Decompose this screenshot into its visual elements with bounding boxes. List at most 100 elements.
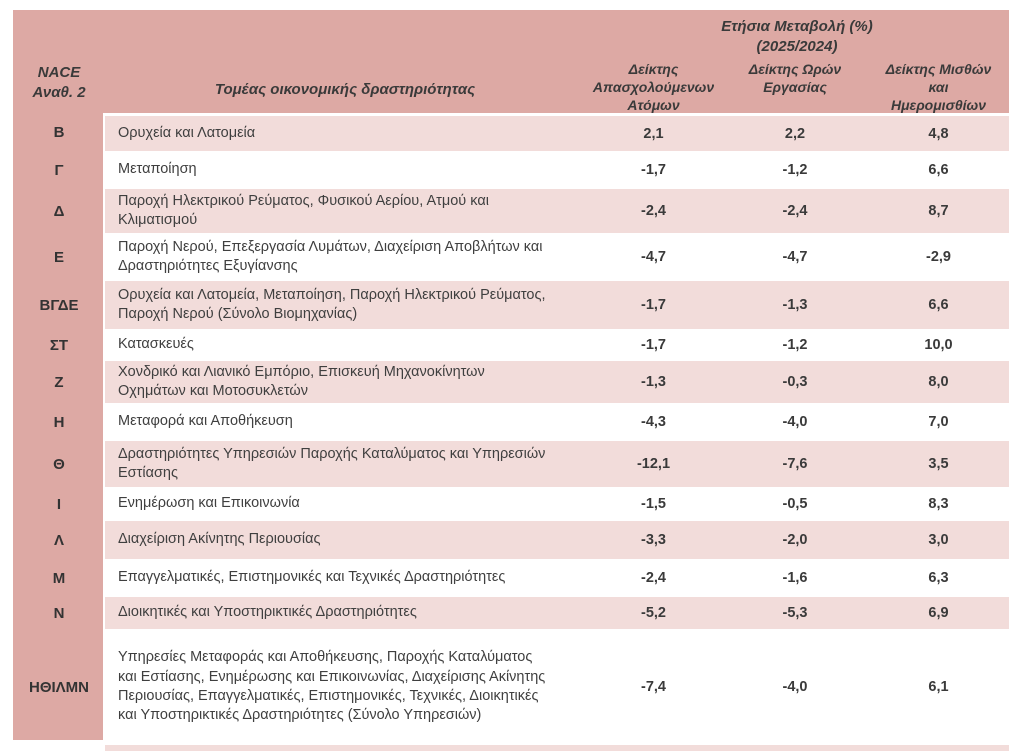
sector-label: Μεταφορά και Αποθήκευση: [118, 413, 293, 430]
hours-value-cell: -7,6: [722, 441, 868, 487]
wages-value-cell: 6,6: [868, 151, 1009, 189]
wages-value-cell: 4,8: [868, 113, 1009, 151]
table-row: ΒΓΔΕ Ορυχεία και Λατομεία, Μεταποίηση, Π…: [13, 281, 1009, 329]
nace-column-background: [13, 113, 103, 740]
table-body: Β Ορυχεία και Λατομεία 2,1 2,2 4,8 Γ Μετ…: [13, 113, 1009, 745]
hours-value-cell: -1,2: [722, 151, 868, 189]
nace-code-cell: Η: [53, 413, 65, 431]
sector-cell: Υπηρεσίες Μεταφοράς και Αποθήκευσης, Παρ…: [105, 629, 585, 745]
hours-value-cell: 2,2: [722, 113, 868, 151]
wages-value-cell: 6,3: [868, 559, 1009, 597]
header-col-wages-index: Δείκτης Μισθών και Ημερομισθίων: [868, 58, 1009, 113]
table-row: Β Ορυχεία και Λατομεία 2,1 2,2 4,8: [13, 113, 1009, 151]
sector-cell: Ορυχεία και Λατομεία, Μεταποίηση, Παροχή…: [105, 281, 585, 329]
nace-code-cell: Ν: [53, 604, 65, 622]
wages-value-cell: 8,7: [868, 189, 1009, 233]
employment-value-cell: -1,7: [585, 151, 722, 189]
hours-value-cell: -0,5: [722, 487, 868, 521]
header-col-hours-label: Δείκτης Ωρών Εργασίας: [748, 61, 842, 96]
sector-label: Υπηρεσίες Μεταφοράς και Αποθήκευσης, Παρ…: [118, 649, 546, 724]
table-row: Λ Διαχείριση Ακίνητης Περιουσίας -3,3 -2…: [13, 521, 1009, 559]
sector-label: Ενημέρωση και Επικοινωνία: [118, 495, 300, 512]
wages-value-cell: 7,0: [868, 403, 1009, 441]
hours-value-cell: -2,0: [722, 521, 868, 559]
wages-value-cell: 6,6: [868, 281, 1009, 329]
wages-value-cell: 6,1: [868, 629, 1009, 745]
sector-label: Χονδρικό και Λιανικό Εμπόριο, Επισκευή Μ…: [118, 363, 485, 399]
sector-label: Παροχή Νερού, Επεξεργασία Λυμάτων, Διαχε…: [118, 238, 543, 274]
hours-value-cell: -0,3: [722, 361, 868, 403]
header-col-employment-index: Δείκτης Απασχολούμενων Ατόμων: [585, 58, 722, 113]
wages-value-cell: 3,0: [868, 521, 1009, 559]
hours-value-cell: -2,4: [722, 189, 868, 233]
table-row: Ε Παροχή Νερού, Επεξεργασία Λυμάτων, Δια…: [13, 233, 1009, 281]
hours-value-cell: -4,0: [722, 403, 868, 441]
next-row-partial-edge: [105, 745, 1009, 751]
sector-label: Κατασκευές: [118, 336, 194, 353]
hours-value-cell: -4,7: [722, 233, 868, 281]
wages-value-cell: 6,9: [868, 597, 1009, 629]
employment-value-cell: -12,1: [585, 441, 722, 487]
sector-cell: Δραστηριότητες Υπηρεσιών Παροχής Καταλύμ…: [105, 441, 585, 487]
sector-cell: Παροχή Νερού, Επεξεργασία Λυμάτων, Διαχε…: [105, 233, 585, 281]
sector-label: Ορυχεία και Λατομεία, Μεταποίηση, Παροχή…: [118, 286, 546, 322]
hours-value-cell: -4,0: [722, 629, 868, 745]
nace-code-cell: Δ: [53, 202, 65, 220]
sector-cell: Κατασκευές: [105, 329, 585, 361]
nace-code-cell: ΗΘΙΛΜΝ: [29, 678, 89, 696]
table-row: Ι Ενημέρωση και Επικοινωνία -1,5 -0,5 8,…: [13, 487, 1009, 521]
nace-code-cell: Β: [53, 123, 65, 141]
table-row: Θ Δραστηριότητες Υπηρεσιών Παροχής Καταλ…: [13, 441, 1009, 487]
table-row: Μ Επαγγελματικές, Επιστημονικές και Τεχν…: [13, 559, 1009, 597]
sector-cell: Επαγγελματικές, Επιστημονικές και Τεχνικ…: [105, 559, 585, 597]
employment-value-cell: 2,1: [585, 113, 722, 151]
employment-value-cell: -4,3: [585, 403, 722, 441]
table-row: ΣΤ Κατασκευές -1,7 -1,2 10,0: [13, 329, 1009, 361]
wages-value-cell: 10,0: [868, 329, 1009, 361]
header-col-wages-label: Δείκτης Μισθών και Ημερομισθίων: [885, 61, 992, 114]
header-col-employment-label: Δείκτης Απασχολούμενων Ατόμων: [592, 61, 715, 114]
wages-value-cell: -2,9: [868, 233, 1009, 281]
wages-value-cell: 8,0: [868, 361, 1009, 403]
sector-label: Επαγγελματικές, Επιστημονικές και Τεχνικ…: [118, 569, 506, 586]
header-sector: Τομέας οικονομικής δραστηριότητας: [214, 81, 476, 98]
sector-cell: Μεταποίηση: [105, 151, 585, 189]
table-row: Δ Παροχή Ηλεκτρικού Ρεύματος, Φυσικού Αε…: [13, 189, 1009, 233]
sector-cell: Μεταφορά και Αποθήκευση: [105, 403, 585, 441]
nace-code-cell: Θ: [53, 455, 65, 473]
employment-value-cell: -4,7: [585, 233, 722, 281]
header-annual-change: Ετήσια Μεταβολή (%) (2025/2024): [721, 18, 873, 55]
sector-cell: Διοικητικές και Υποστηρικτικές Δραστηριό…: [105, 597, 585, 629]
employment-value-cell: -1,7: [585, 281, 722, 329]
hours-value-cell: -1,6: [722, 559, 868, 597]
wages-value-cell: 3,5: [868, 441, 1009, 487]
table-row: Ν Διοικητικές και Υποστηρικτικές Δραστηρ…: [13, 597, 1009, 629]
sector-label: Δραστηριότητες Υπηρεσιών Παροχής Καταλύμ…: [118, 445, 546, 481]
nace-code-cell: ΒΓΔΕ: [39, 296, 79, 314]
employment-value-cell: -1,3: [585, 361, 722, 403]
sector-cell: Ενημέρωση και Επικοινωνία: [105, 487, 585, 521]
table-row: Η Μεταφορά και Αποθήκευση -4,3 -4,0 7,0: [13, 403, 1009, 441]
sector-label: Ορυχεία και Λατομεία: [118, 124, 256, 141]
employment-value-cell: -1,5: [585, 487, 722, 521]
sector-cell: Χονδρικό και Λιανικό Εμπόριο, Επισκευή Μ…: [105, 361, 585, 403]
sector-label: Παροχή Ηλεκτρικού Ρεύματος, Φυσικού Αερί…: [118, 192, 489, 228]
nace-code-cell: Λ: [53, 531, 64, 549]
hours-value-cell: -1,2: [722, 329, 868, 361]
nace-code-cell: Ζ: [54, 373, 64, 391]
table-header: NACE Αναθ. 2 Τομέας οικονομικής δραστηρι…: [13, 10, 1009, 113]
employment-value-cell: -2,4: [585, 189, 722, 233]
sector-cell: Παροχή Ηλεκτρικού Ρεύματος, Φυσικού Αερί…: [105, 189, 585, 233]
nace-code-cell: Γ: [54, 161, 64, 179]
table-row: ΗΘΙΛΜΝ Υπηρεσίες Μεταφοράς και Αποθήκευσ…: [13, 629, 1009, 745]
employment-value-cell: -7,4: [585, 629, 722, 745]
nace-code-cell: Ε: [53, 248, 64, 266]
sector-label: Διαχείριση Ακίνητης Περιουσίας: [118, 531, 321, 548]
sector-label: Διοικητικές και Υποστηρικτικές Δραστηριό…: [118, 604, 417, 621]
table-row: Ζ Χονδρικό και Λιανικό Εμπόριο, Επισκευή…: [13, 361, 1009, 403]
hours-value-cell: -5,3: [722, 597, 868, 629]
employment-value-cell: -1,7: [585, 329, 722, 361]
employment-value-cell: -5,2: [585, 597, 722, 629]
employment-value-cell: -3,3: [585, 521, 722, 559]
